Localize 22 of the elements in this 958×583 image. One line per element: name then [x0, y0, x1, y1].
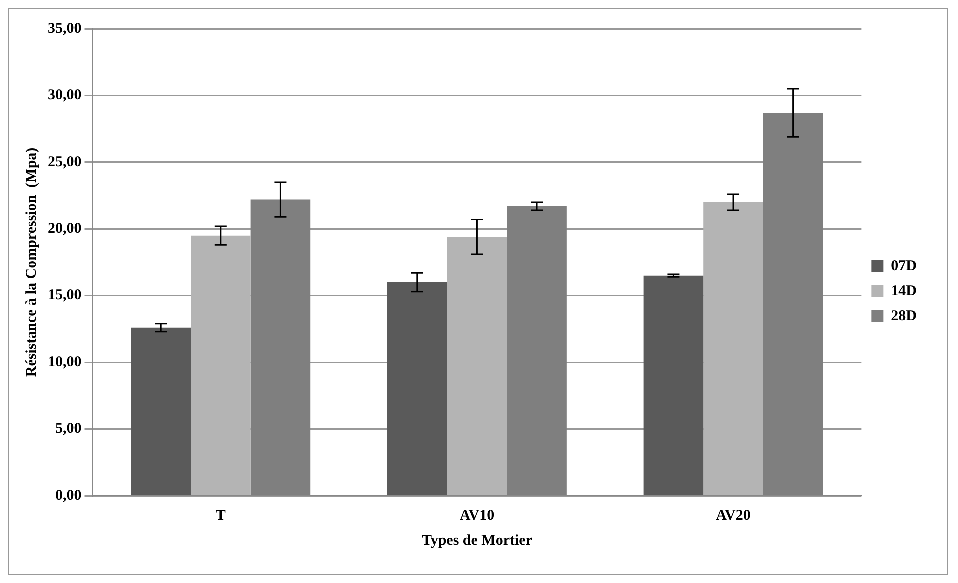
- legend-label: 28D: [891, 308, 918, 324]
- y-tick-label: 10,00: [48, 354, 82, 370]
- bar: [191, 236, 251, 496]
- y-tick-label: 30,00: [48, 88, 82, 104]
- y-tick-label: 35,00: [48, 20, 82, 37]
- y-axis-title: Résistance à la Compression (Mpa): [24, 148, 40, 378]
- bar: [131, 328, 191, 496]
- legend-label: 07D: [891, 258, 918, 274]
- y-tick-label: 15,00: [48, 288, 82, 304]
- y-tick-label: 20,00: [48, 221, 82, 238]
- x-tick-label: AV20: [716, 508, 751, 524]
- bar: [447, 237, 508, 496]
- x-tick-label: T: [216, 508, 226, 524]
- bar: [388, 282, 448, 496]
- bar: [644, 276, 704, 496]
- y-tick-label: 0,00: [56, 488, 82, 504]
- legend-label: 14D: [891, 283, 918, 300]
- y-tick-label: 25,00: [48, 154, 82, 170]
- x-axis-title: Types de Mortier: [422, 532, 533, 549]
- bar: [704, 202, 764, 496]
- x-tick-label: AV10: [460, 508, 495, 524]
- y-tick-label: 5,00: [56, 421, 82, 438]
